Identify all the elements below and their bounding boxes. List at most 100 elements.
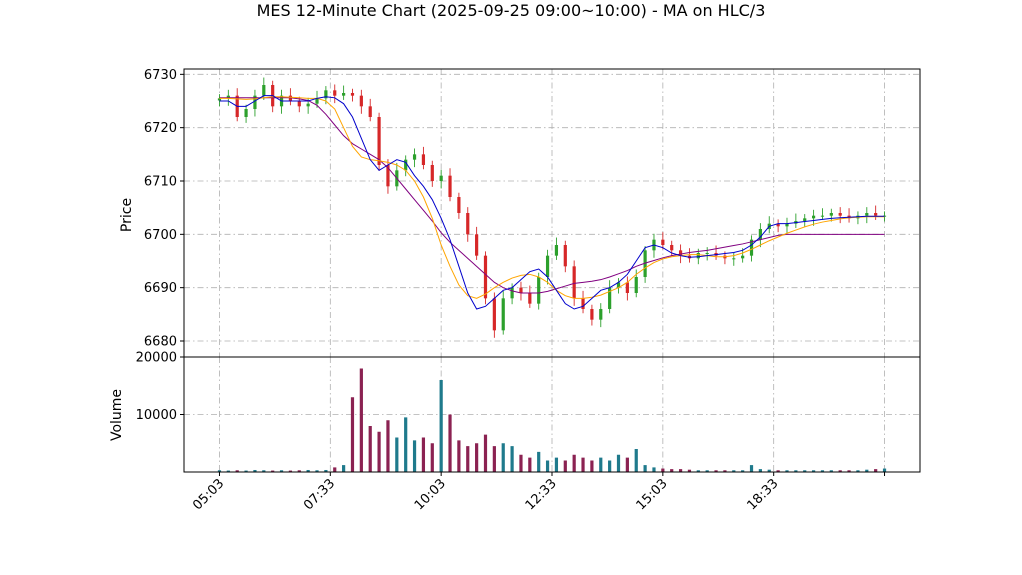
volume-bar	[776, 470, 780, 472]
price-tick-label: 6690	[144, 281, 177, 296]
volume-bar	[865, 469, 869, 472]
candle-body	[554, 245, 559, 256]
volume-bar	[670, 469, 674, 472]
price-axis-ticks: 6680 6690 6700 6710 6720 6730	[144, 68, 184, 350]
volume-bar	[386, 420, 390, 472]
candle-body	[333, 90, 337, 96]
volume-bar	[874, 469, 878, 472]
candle-body	[475, 234, 479, 256]
candle-body	[705, 253, 709, 254]
volume-bar	[350, 397, 355, 472]
volume-bar	[342, 465, 346, 472]
volume-bar	[803, 470, 807, 472]
candle-body	[741, 255, 745, 259]
volume-bar	[439, 380, 443, 472]
candle-body	[483, 255, 488, 299]
volume-bar	[652, 467, 656, 472]
candle-body	[581, 298, 585, 309]
volume-bar	[661, 468, 665, 472]
candle-body	[829, 213, 833, 216]
volume-bar	[448, 414, 452, 472]
volume-bar	[723, 470, 727, 472]
volume-bar	[519, 454, 523, 472]
candle-body	[838, 213, 842, 216]
candlestick-series	[217, 77, 887, 338]
volume-bar	[758, 469, 762, 472]
candle-body	[519, 287, 523, 293]
volume-bar	[483, 434, 488, 472]
candle-body	[625, 282, 629, 293]
candle-body	[749, 239, 754, 256]
candle-body	[608, 287, 612, 309]
volume-tick-label: 10000	[136, 408, 177, 423]
volume-bar	[794, 470, 798, 472]
candle-body	[404, 159, 408, 171]
candle-body	[865, 213, 869, 216]
volume-bar	[856, 470, 860, 472]
volume-bar	[324, 469, 328, 472]
candle-body	[803, 218, 807, 221]
candle-body	[368, 106, 372, 117]
volume-bar	[510, 446, 514, 472]
candle-body	[785, 223, 789, 227]
volume-bar	[625, 457, 629, 472]
candle-body	[537, 277, 541, 304]
volume-bar	[412, 440, 417, 472]
candle-body	[306, 103, 310, 107]
candle-body	[288, 95, 293, 101]
volume-bar	[572, 454, 576, 472]
x-tick-label: 05:03	[190, 476, 227, 513]
candle-body	[217, 98, 222, 101]
volume-bar	[430, 443, 434, 472]
volume-bar	[882, 468, 887, 472]
volume-bar	[466, 446, 470, 472]
candle-body	[643, 250, 647, 277]
volume-axis-ticks: 10000 20000	[136, 351, 184, 423]
price-tick-label: 6680	[144, 335, 177, 350]
chart-title: MES 12-Minute Chart (2025-09-25 09:00~10…	[257, 1, 766, 20]
volume-bar	[271, 470, 275, 472]
x-tick-label: 18:33	[744, 476, 781, 513]
candle-body	[466, 213, 470, 235]
volume-bar	[537, 451, 541, 472]
volume-bar	[741, 470, 745, 472]
candle-body	[634, 277, 638, 293]
volume-bar	[643, 465, 647, 472]
volume-bar	[262, 470, 266, 472]
candle-body	[457, 197, 461, 213]
candle-body	[492, 298, 496, 331]
x-tick-label: 07:33	[301, 476, 338, 513]
candle-body	[342, 93, 346, 96]
volume-bar	[820, 470, 825, 472]
candle-body	[670, 245, 674, 251]
volume-bar	[749, 465, 754, 472]
candle-body	[545, 255, 550, 277]
price-tick-label: 6730	[144, 68, 177, 83]
candle-body	[732, 258, 736, 260]
candle-body	[324, 90, 328, 99]
candle-body	[430, 165, 434, 181]
price-tick-label: 6720	[144, 121, 177, 136]
candle-body	[439, 175, 443, 181]
volume-bar	[368, 426, 372, 472]
moving-average-lines	[219, 95, 885, 310]
candle-body	[350, 93, 355, 96]
volume-bar	[687, 469, 692, 472]
volume-bar	[838, 470, 842, 472]
candle-body	[528, 293, 532, 304]
volume-bar	[732, 470, 736, 472]
candle-body	[297, 101, 301, 107]
volume-bar	[767, 469, 771, 472]
candle-body	[776, 223, 780, 227]
price-axis-label: Price	[119, 198, 135, 232]
volume-bar	[395, 437, 399, 472]
volume-bar	[333, 467, 337, 472]
volume-bar	[785, 470, 789, 472]
volume-bar	[421, 437, 426, 472]
volume-bar	[279, 470, 284, 472]
candle-body	[262, 85, 266, 96]
volume-bar	[297, 470, 301, 472]
candle-body	[386, 165, 390, 187]
price-tick-label: 6710	[144, 175, 177, 190]
